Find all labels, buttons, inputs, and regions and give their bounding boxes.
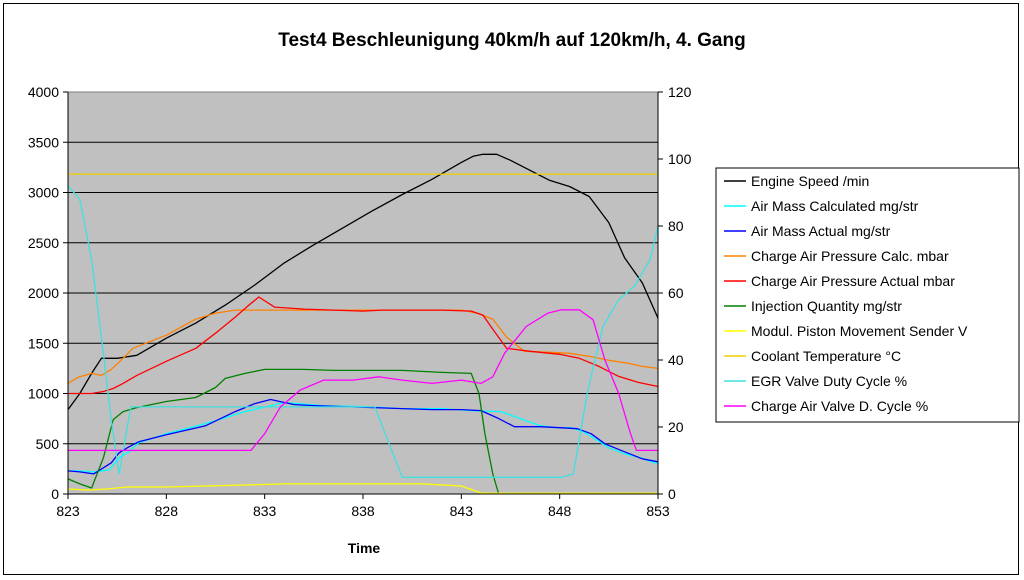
legend-label: Engine Speed /min xyxy=(751,173,869,189)
legend-label: Air Mass Actual mg/str xyxy=(751,223,891,239)
y-tick-label: 0 xyxy=(51,486,59,502)
x-tick-label: 843 xyxy=(450,503,474,519)
legend-label: Charge Air Pressure Calc. mbar xyxy=(751,248,949,264)
y-tick-label: 2500 xyxy=(28,235,59,251)
series-line-8 xyxy=(67,185,659,478)
x-tick-label: 853 xyxy=(646,503,670,519)
legend-label: Coolant Temperature °C xyxy=(751,348,901,364)
y2-tick-label: 120 xyxy=(668,84,692,100)
y2-tick-label: 20 xyxy=(668,419,684,435)
y-tick-label: 1500 xyxy=(28,335,59,351)
legend-label: Air Mass Calculated mg/str xyxy=(751,198,919,214)
y-tick-label: 500 xyxy=(36,436,60,452)
legend-label: Charge Air Valve D. Cycle % xyxy=(751,398,928,414)
y-tick-label: 3500 xyxy=(28,134,59,150)
legend-label: Modul. Piston Movement Sender V xyxy=(751,323,968,339)
legend-label: EGR Valve Duty Cycle % xyxy=(751,373,907,389)
y2-tick-label: 60 xyxy=(668,285,684,301)
y-tick-label: 4000 xyxy=(28,84,59,100)
series-line-3 xyxy=(67,309,659,384)
series-lines xyxy=(67,153,659,495)
x-tick-label: 838 xyxy=(351,503,375,519)
axes: 0 500 1000 1500 2000 2500 3000 3500 4000 0 20 40 60 8… xyxy=(28,84,692,519)
y2-tick-label: 80 xyxy=(668,218,684,234)
legend: Engine Speed /min Air Mass Calculated mg/… xyxy=(715,167,1020,423)
x-tick-label: 823 xyxy=(56,503,80,519)
x-tick-label: 848 xyxy=(548,503,572,519)
y-tick-label: 2000 xyxy=(28,285,59,301)
x-axis-title: Time xyxy=(348,540,381,556)
x-tick-label: 828 xyxy=(155,503,179,519)
y-tick-label: 3000 xyxy=(28,185,59,201)
series-line-4 xyxy=(68,296,659,395)
series-line-6 xyxy=(67,483,658,494)
series-line-9 xyxy=(68,309,658,452)
y2-tick-label: 0 xyxy=(668,486,676,502)
y2-tick-label: 40 xyxy=(668,352,684,368)
series-line-0 xyxy=(67,153,659,410)
legend-box xyxy=(715,167,1020,423)
gridlines xyxy=(68,91,658,495)
y2-tick-label: 100 xyxy=(668,151,692,167)
y-tick-label: 1000 xyxy=(28,386,59,402)
x-tick-label: 833 xyxy=(253,503,277,519)
legend-label: Charge Air Pressure Actual mbar xyxy=(751,273,955,289)
legend-label: Injection Quantity mg/str xyxy=(751,298,902,314)
chart-title: Test4 Beschleunigung 40km/h auf 120km/h,… xyxy=(278,30,745,51)
